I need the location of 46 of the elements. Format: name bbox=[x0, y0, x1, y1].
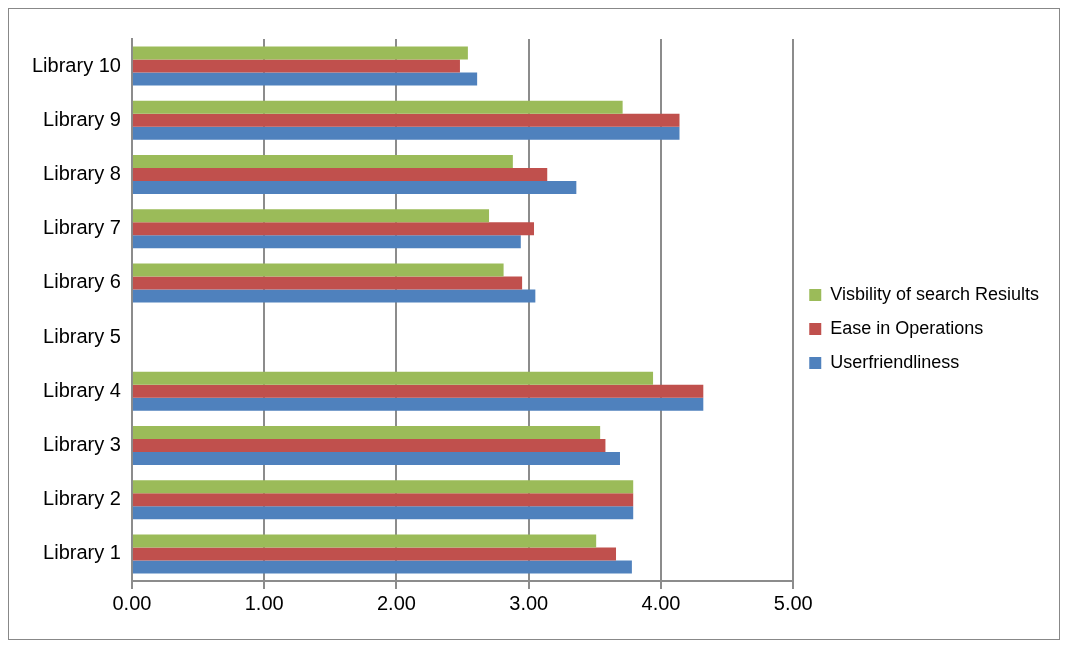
y-tick-label: Library 2 bbox=[43, 487, 121, 510]
bar bbox=[132, 100, 623, 114]
bar bbox=[132, 154, 513, 168]
bar bbox=[132, 384, 704, 398]
y-tick-label: Library 9 bbox=[43, 107, 121, 130]
legend-label: Visbility of search Resiults bbox=[830, 283, 1039, 304]
bar bbox=[132, 222, 535, 236]
y-tick-label: Library 3 bbox=[43, 433, 121, 456]
y-tick-label: Library 4 bbox=[43, 378, 121, 401]
bar bbox=[132, 534, 597, 548]
bar bbox=[132, 289, 536, 303]
bar bbox=[132, 276, 523, 290]
bar bbox=[132, 439, 606, 452]
bar bbox=[132, 560, 632, 574]
bar bbox=[132, 263, 504, 277]
bar bbox=[132, 235, 521, 249]
bar bbox=[132, 126, 680, 140]
bar bbox=[132, 480, 634, 494]
y-tick-label: Library 1 bbox=[43, 541, 121, 564]
y-tick-label: Library 10 bbox=[32, 53, 121, 76]
x-tick-label: 5.00 bbox=[773, 591, 813, 614]
bar bbox=[132, 452, 620, 466]
legend-label: Userfriendliness bbox=[830, 351, 960, 372]
bar bbox=[132, 113, 680, 127]
bar bbox=[132, 547, 617, 561]
bar bbox=[132, 181, 577, 195]
bar bbox=[132, 72, 478, 86]
bar bbox=[132, 168, 548, 181]
bar bbox=[132, 493, 634, 507]
x-tick-label: 0.00 bbox=[112, 591, 152, 614]
bar bbox=[132, 397, 704, 411]
y-tick-label: Library 5 bbox=[43, 324, 121, 347]
x-tick-label: 2.00 bbox=[376, 591, 416, 614]
x-tick-label: 4.00 bbox=[641, 591, 681, 614]
bar bbox=[132, 209, 490, 223]
bar bbox=[132, 425, 601, 439]
legend-label: Ease in Operations bbox=[830, 317, 984, 338]
y-tick-label: Library 6 bbox=[43, 270, 121, 293]
y-tick-label: Library 7 bbox=[43, 216, 121, 239]
bar bbox=[132, 46, 468, 60]
bar bbox=[132, 371, 654, 385]
bar bbox=[132, 506, 634, 520]
y-tick-label: Library 8 bbox=[43, 162, 121, 185]
x-tick-label: 1.00 bbox=[244, 591, 284, 614]
bar bbox=[132, 59, 460, 73]
x-tick-label: 3.00 bbox=[509, 591, 549, 614]
